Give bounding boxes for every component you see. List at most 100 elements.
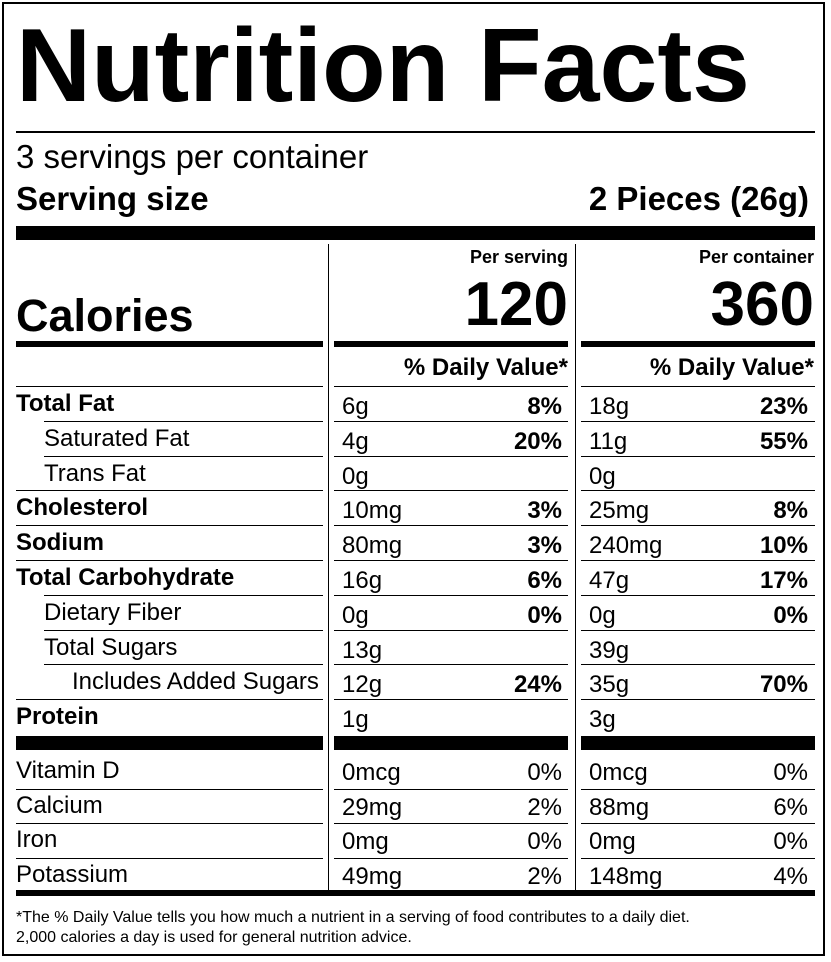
nutrient-serving-dv: 6%: [527, 567, 562, 594]
row-divider-right: [581, 629, 815, 631]
nutrient-serving-dv: 20%: [513, 427, 562, 455]
vitamin-divider-left: [16, 788, 323, 790]
row-divider-left: [44, 664, 323, 666]
row-divider-right: [581, 664, 815, 666]
nutrient-name: Cholesterol: [16, 494, 149, 522]
per-container-header: Per container: [698, 247, 814, 267]
nutrient-container-dv: 17%: [759, 567, 808, 594]
nutrient-serving-amount: 80mg: [342, 532, 403, 560]
nutrient-serving-dv: 24%: [513, 671, 562, 699]
nutrient-serving-amount: 0g: [342, 462, 369, 490]
row-divider-left: [16, 699, 323, 701]
row-divider-right: [581, 699, 815, 701]
nutrient-container-dv: 55%: [759, 427, 808, 455]
calories-label: Calories: [16, 290, 194, 341]
row-divider-right: [581, 594, 815, 596]
row-divider-left: [16, 490, 323, 492]
nutrient-container-dv: 8%: [773, 497, 808, 525]
vitamin-container-dv: 0%: [773, 759, 808, 786]
row-divider-right: [581, 455, 815, 457]
nutrient-container-amount: 35g: [589, 671, 630, 699]
row-divider-mid: [334, 525, 568, 527]
nutrient-container-amount: 39g: [589, 636, 630, 664]
vitamin-serving-amount: 49mg: [342, 862, 403, 890]
nutrient-name: Protein: [16, 703, 99, 731]
row-divider-mid: [334, 386, 568, 387]
row-divider-right: [581, 525, 815, 527]
per-serving-header: Per serving: [469, 247, 568, 267]
nutrient-serving-dv: 0%: [527, 601, 562, 629]
nutrient-name: Total Sugars: [44, 633, 178, 661]
nutrient-container-dv: 0%: [773, 601, 808, 629]
row-divider-mid: [334, 629, 568, 631]
nutrient-serving-amount: 4g: [342, 427, 369, 455]
column-separator-1: [328, 244, 329, 890]
vitamin-divider-right: [581, 823, 815, 824]
vitamin-container-amount: 0mcg: [589, 759, 648, 786]
vitamin-divider-left: [16, 823, 323, 824]
nutrient-container-dv: 23%: [759, 393, 808, 420]
calories-divider-right: [581, 341, 815, 347]
daily-value-header-container: % Daily Value*: [649, 354, 814, 381]
row-divider-right: [581, 386, 815, 387]
thick-divider-vitamins-right: [581, 736, 815, 750]
nutrient-serving-dv: 3%: [527, 532, 562, 560]
vitamin-serving-dv: 0%: [527, 759, 562, 786]
row-divider-right: [581, 490, 815, 492]
vitamin-serving-dv: 0%: [527, 828, 562, 855]
vitamin-container-amount: 148mg: [589, 862, 663, 890]
nutrient-name: Total Carbohydrate: [16, 564, 235, 591]
nutrient-serving-amount: 0g: [342, 601, 369, 629]
vitamin-serving-amount: 0mcg: [342, 759, 401, 786]
row-divider-mid: [334, 490, 568, 492]
nutrient-name: Trans Fat: [44, 459, 146, 487]
vitamin-container-dv: 4%: [773, 862, 808, 890]
vitamin-serving-amount: 0mg: [342, 828, 389, 855]
serving-size-label: Serving size: [16, 180, 209, 217]
row-divider-mid: [334, 699, 568, 701]
calories-divider-mid: [334, 341, 568, 347]
row-divider-left: [44, 420, 323, 422]
calories-divider-left: [16, 341, 323, 347]
row-divider-left: [44, 455, 323, 457]
nutrient-container-amount: 0g: [589, 601, 616, 629]
nutrient-serving-dv: 8%: [527, 393, 562, 420]
vitamin-serving-dv: 2%: [527, 862, 562, 890]
row-divider-mid: [334, 664, 568, 666]
servings-per-container: 3 servings per container: [16, 138, 369, 175]
nutrient-serving-amount: 6g: [342, 393, 369, 420]
footnote-divider: [16, 890, 815, 896]
nutrient-serving-amount: 1g: [342, 706, 369, 734]
row-divider-mid: [334, 420, 568, 422]
vitamin-divider-left: [16, 857, 323, 859]
nutrient-container-amount: 18g: [589, 393, 630, 420]
title-divider: [16, 131, 815, 133]
nutrient-name: Dietary Fiber: [44, 598, 182, 626]
row-divider-left: [44, 594, 323, 596]
vitamin-divider-mid: [334, 788, 568, 790]
vitamin-serving-dv: 2%: [527, 793, 562, 821]
row-divider-mid: [334, 594, 568, 596]
footnote-line-1: *The % Daily Value tells you how much a …: [16, 909, 690, 926]
row-divider-left: [16, 560, 323, 561]
nutrient-serving-amount: 13g: [342, 636, 383, 664]
vitamin-container-amount: 88mg: [589, 793, 650, 821]
footnote: *The % Daily Value tells you how much a …: [16, 908, 816, 948]
calories-per-container: 360: [710, 270, 814, 339]
vitamin-divider-mid: [334, 823, 568, 824]
thick-divider-vitamins-left: [16, 736, 323, 750]
vitamin-name: Iron: [16, 826, 58, 853]
row-divider-mid: [334, 455, 568, 457]
nutrient-serving-amount: 16g: [342, 567, 383, 594]
nutrient-name: Total Fat: [16, 390, 115, 417]
vitamin-divider-mid: [334, 857, 568, 859]
vitamin-container-dv: 0%: [773, 828, 808, 855]
nutrient-container-amount: 0g: [589, 462, 616, 490]
vitamin-name: Calcium: [16, 791, 103, 819]
nutrient-serving-amount: 12g: [342, 671, 383, 699]
vitamin-container-amount: 0mg: [589, 828, 636, 855]
thick-divider-top: [16, 226, 815, 240]
nutrient-name: Sodium: [16, 529, 104, 557]
label-title: Nutrition Facts: [16, 8, 750, 124]
serving-size-value: 2 Pieces (26g): [588, 180, 809, 217]
